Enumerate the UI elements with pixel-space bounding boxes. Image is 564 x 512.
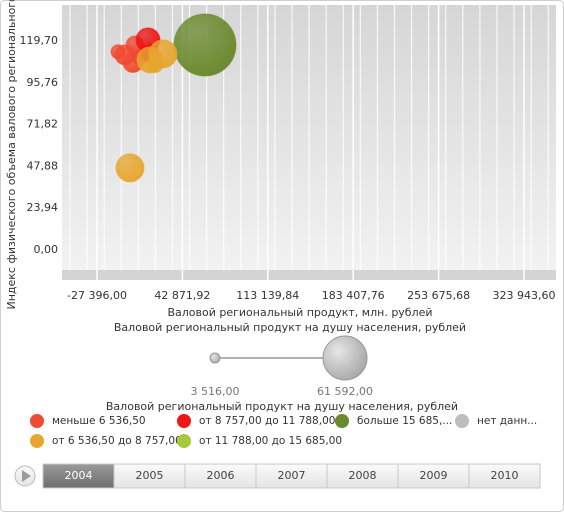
x-tick-label: 113 139,84 [236, 289, 299, 302]
timeline-year-label: 2008 [349, 469, 377, 482]
timeline-year-label: 2010 [491, 469, 519, 482]
legend-title: Валовой региональный продукт на душу нас… [106, 400, 458, 413]
legend-swatch [30, 434, 44, 448]
x-axis-label: Валовой региональный продукт, млн. рубле… [167, 306, 432, 319]
y-tick-label: 95,76 [27, 76, 59, 89]
timeline-year-label: 2009 [420, 469, 448, 482]
legend-swatch [455, 414, 469, 428]
y-tick-label: 47,88 [27, 159, 59, 172]
bubble [115, 153, 145, 183]
bubble [110, 44, 126, 60]
timeline-year[interactable] [397, 463, 470, 489]
y-tick-label: 0,00 [34, 243, 59, 256]
size-legend-max [322, 335, 368, 381]
timeline-year-label: 2005 [136, 469, 164, 482]
size-legend-min-label: 3 516,00 [191, 385, 240, 398]
legend-label: от 6 536,50 до 8 757,00 [52, 435, 182, 447]
y-axis-label: Индекс физического объема валового регио… [5, 0, 18, 310]
legend-swatch [30, 414, 44, 428]
timeline-year[interactable] [184, 463, 257, 489]
bubble [173, 13, 237, 77]
legend-swatch [177, 434, 191, 448]
plot-floor [62, 270, 556, 280]
bubble [146, 56, 164, 74]
legend-label: меньше 6 536,50 [52, 415, 146, 427]
legend-swatch [177, 414, 191, 428]
timeline-year-label: 2004 [65, 469, 93, 482]
timeline-year-selected[interactable] [42, 463, 115, 489]
legend-label: от 11 788,00 до 15 685,00 [199, 435, 342, 447]
x-tick-label: 42 871,92 [154, 289, 210, 302]
size-legend-min [209, 352, 221, 364]
play-icon [22, 470, 31, 482]
size-legend-title: Валовой региональный продукт на душу нас… [114, 321, 466, 334]
y-tick-label: 71,82 [27, 118, 59, 131]
x-tick-label: -27 396,00 [67, 289, 127, 302]
y-tick-label: 23,94 [27, 201, 59, 214]
legend-label: от 8 757,00 до 11 788,00 [199, 415, 335, 427]
timeline-year[interactable] [326, 463, 399, 489]
x-tick-label: 253 675,68 [407, 289, 470, 302]
legend-swatch [335, 414, 349, 428]
x-tick-label: 183 407,76 [322, 289, 385, 302]
timeline-year-label: 2007 [278, 469, 306, 482]
legend-label: нет данн... [477, 415, 537, 427]
size-legend-max-label: 61 592,00 [317, 385, 373, 398]
timeline-year[interactable] [468, 463, 541, 489]
legend-label: больше 15 685,... [357, 415, 452, 427]
y-tick-label: 119,70 [20, 34, 59, 47]
timeline-year-label: 2006 [207, 469, 235, 482]
x-tick-label: 323 943,60 [493, 289, 556, 302]
